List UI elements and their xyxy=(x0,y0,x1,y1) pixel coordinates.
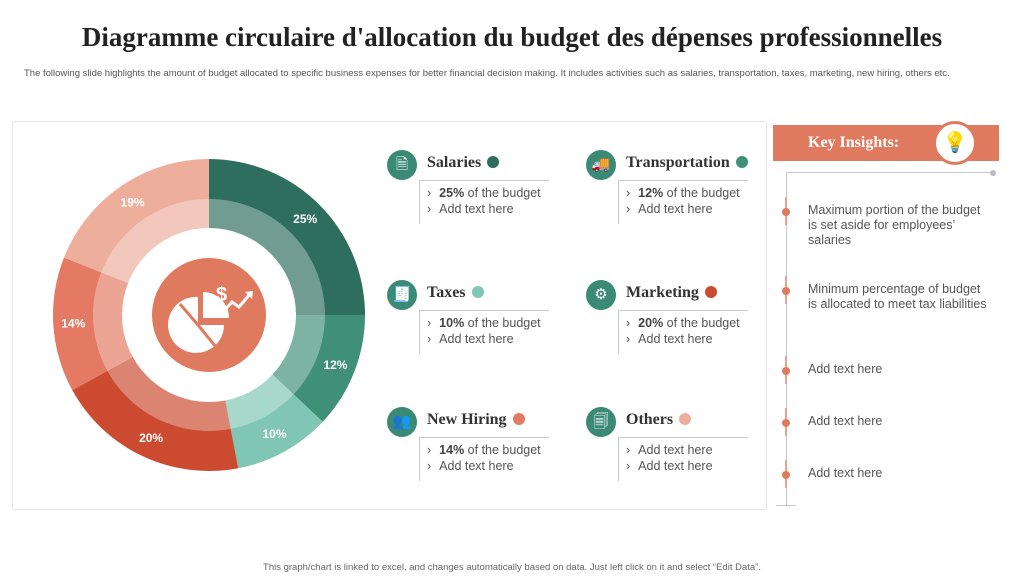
category-name: Transportation xyxy=(626,154,730,171)
slice-value-label: 20% xyxy=(139,431,163,445)
category-note: Add text here xyxy=(439,202,514,216)
category-percent: 14% xyxy=(439,443,465,457)
slice-value-label: 12% xyxy=(323,358,347,372)
people-icon: 👥 xyxy=(387,407,417,437)
category-note: Add text here xyxy=(638,202,713,216)
legend-dot xyxy=(487,156,500,168)
timeline-marker xyxy=(782,208,790,216)
category-note: Add text here xyxy=(638,332,713,346)
category-name: Marketing xyxy=(626,284,699,301)
truck-icon: 🚚 xyxy=(586,150,616,180)
timeline-top-line xyxy=(786,172,992,173)
category-note: Add text here xyxy=(439,459,514,473)
page-title: Diagramme circulaire d'allocation du bud… xyxy=(81,22,943,52)
legend-dot xyxy=(704,286,717,298)
category-note: Add text here xyxy=(638,459,713,473)
timeline-marker xyxy=(782,367,790,375)
document-icon: 🗎 xyxy=(387,150,417,180)
marketing-gear-icon: ⚙ xyxy=(586,280,616,310)
category-percent: 20% xyxy=(638,316,664,330)
category-note: Add text here xyxy=(439,332,514,346)
slice-value-label: 25% xyxy=(293,212,317,226)
slice-value-label: 10% xyxy=(263,427,287,441)
legend-dot xyxy=(512,413,525,425)
category-name: New Hiring xyxy=(427,411,507,428)
legend-dot xyxy=(471,286,484,298)
timeline-marker xyxy=(782,287,790,295)
category-percent: 12% xyxy=(638,186,664,200)
category-name: Others xyxy=(626,411,674,428)
svg-text:$: $ xyxy=(216,284,227,306)
legend-dot xyxy=(735,156,748,168)
timeline-vertical-line xyxy=(786,172,787,505)
lightbulb-icon: 💡 xyxy=(933,121,977,165)
category-name: Taxes xyxy=(427,284,466,301)
key-insights-title: Key Insights: xyxy=(808,134,900,151)
documents-icon: 🗐 xyxy=(586,407,616,437)
category-percent: 25% xyxy=(439,186,465,200)
legend-dot xyxy=(679,413,692,425)
category-name: Salaries xyxy=(427,154,482,171)
receipt-icon: 🧾 xyxy=(387,280,417,310)
category-percent: 10% xyxy=(439,316,465,330)
category-note: Add text here xyxy=(638,443,713,457)
page-subtitle: The following slide highlights the amoun… xyxy=(24,68,950,79)
slice-value-label: 14% xyxy=(61,317,85,331)
slice-value-label: 19% xyxy=(121,196,145,210)
timeline-marker xyxy=(782,419,790,427)
budget-donut-chart[interactable]: 25% 12% 10% 20% 14% 19% $ xyxy=(40,146,378,484)
money-chart-icon: $ xyxy=(152,258,266,372)
key-insights-header: Key Insights: 💡 xyxy=(773,121,999,165)
timeline-endcap xyxy=(990,170,996,176)
footer-note: This graph/chart is linked to excel, and… xyxy=(263,562,761,573)
timeline-marker xyxy=(782,471,790,479)
timeline-bottom-line xyxy=(776,505,796,506)
